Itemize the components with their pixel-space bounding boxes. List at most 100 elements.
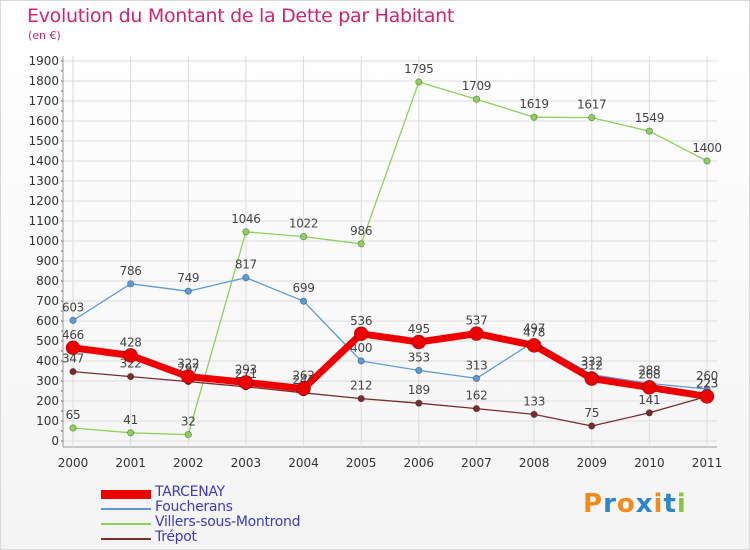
data-label: 428 — [120, 335, 142, 349]
data-point — [415, 78, 423, 86]
chart-title: Evolution du Montant de la Dette par Hab… — [27, 5, 455, 27]
data-label: 32 — [181, 415, 196, 429]
data-label: 271 — [235, 367, 257, 381]
logo-letter: P — [583, 489, 604, 519]
y-tick-label: 700 — [36, 294, 59, 308]
series-line — [72, 81, 708, 436]
data-label: 786 — [120, 264, 142, 278]
logo-letter: x — [635, 489, 654, 519]
data-point — [238, 374, 254, 390]
y-tick-label: 1900 — [28, 54, 59, 68]
data-label: 312 — [581, 359, 603, 373]
logo-letter: i — [676, 489, 687, 519]
legend-label: TARCENAY — [155, 484, 225, 500]
logo-letter: o — [616, 489, 636, 519]
x-tick-label: 2006 — [404, 456, 435, 470]
data-point — [242, 228, 250, 236]
data-label: 353 — [408, 350, 430, 364]
y-tick-label: 1700 — [28, 94, 59, 108]
data-label: 537 — [465, 314, 487, 328]
legend-swatch — [101, 538, 151, 540]
legend-label: Foucherans — [155, 499, 233, 515]
y-tick-label: 500 — [36, 334, 59, 348]
data-point — [127, 372, 135, 381]
x-tick-label: 2005 — [346, 456, 377, 470]
logo-letter: r — [603, 489, 617, 519]
y-tick-label: 0 — [51, 434, 59, 448]
y-tick-label: 1500 — [28, 134, 59, 148]
data-point — [299, 297, 308, 305]
chart-unit-label: (en €) — [28, 29, 61, 42]
legend-label: Villers-sous-Montrond — [155, 514, 301, 530]
data-label: 65 — [66, 408, 81, 422]
data-point — [123, 347, 139, 363]
data-point — [588, 422, 596, 430]
data-label: 495 — [408, 322, 430, 336]
data-label: 313 — [465, 358, 487, 372]
data-label: 749 — [177, 271, 199, 285]
y-tick-label: 100 — [36, 414, 59, 428]
data-label: 1709 — [462, 79, 491, 93]
data-point — [69, 367, 77, 376]
data-label: 162 — [465, 389, 487, 403]
logo-letter: i — [653, 489, 664, 519]
data-point — [641, 379, 657, 395]
data-point — [472, 404, 481, 413]
data-point — [411, 334, 427, 350]
data-label: 400 — [350, 341, 372, 355]
data-label: 189 — [408, 383, 430, 397]
data-point — [242, 273, 250, 282]
data-point — [299, 233, 308, 241]
data-label: 1617 — [577, 98, 606, 112]
data-label: 1046 — [231, 212, 260, 226]
data-point — [127, 280, 135, 288]
data-label: 262 — [293, 369, 315, 383]
y-tick-label: 1200 — [28, 194, 59, 208]
y-tick-label: 600 — [36, 314, 59, 328]
proxiti-logo: Proxiti — [583, 489, 687, 519]
data-label: 817 — [235, 258, 257, 272]
x-tick-label: 2007 — [461, 456, 492, 470]
y-tick-label: 900 — [36, 254, 59, 268]
data-point — [703, 157, 711, 165]
data-label: 497 — [523, 322, 545, 336]
data-point — [588, 114, 596, 122]
y-tick-label: 300 — [36, 374, 59, 388]
data-label: 41 — [123, 413, 138, 427]
data-label: 1619 — [519, 97, 548, 111]
data-point — [472, 374, 481, 382]
data-point — [69, 316, 77, 324]
data-label: 347 — [62, 352, 84, 366]
data-point — [645, 127, 653, 135]
data-point — [530, 410, 538, 418]
data-point — [469, 326, 484, 342]
data-point — [65, 340, 81, 356]
y-tick-label: 800 — [36, 274, 59, 288]
data-point — [357, 240, 365, 248]
data-label: 141 — [638, 393, 660, 407]
x-tick-label: 2009 — [576, 456, 607, 470]
data-label: 332 — [581, 355, 603, 369]
x-tick-label: 2002 — [173, 456, 204, 470]
data-label: 268 — [638, 367, 660, 381]
data-label: 1549 — [635, 111, 664, 125]
data-label: 223 — [696, 376, 718, 390]
data-label: 699 — [293, 281, 315, 295]
data-label: 212 — [350, 379, 372, 393]
y-tick-label: 400 — [36, 354, 59, 368]
x-tick-label: 2011 — [692, 456, 723, 470]
y-tick-label: 1100 — [28, 214, 59, 228]
data-point — [127, 429, 135, 437]
x-tick-label: 2000 — [58, 456, 89, 470]
data-label: 603 — [62, 300, 84, 314]
series-line — [72, 276, 708, 390]
data-label: 75 — [584, 406, 599, 420]
legend-label: Trépot — [155, 529, 197, 545]
legend-swatch — [101, 489, 151, 499]
data-point — [357, 394, 365, 403]
data-point — [472, 95, 481, 103]
data-point — [353, 326, 369, 342]
data-label: 133 — [523, 394, 545, 408]
data-point — [415, 399, 423, 407]
